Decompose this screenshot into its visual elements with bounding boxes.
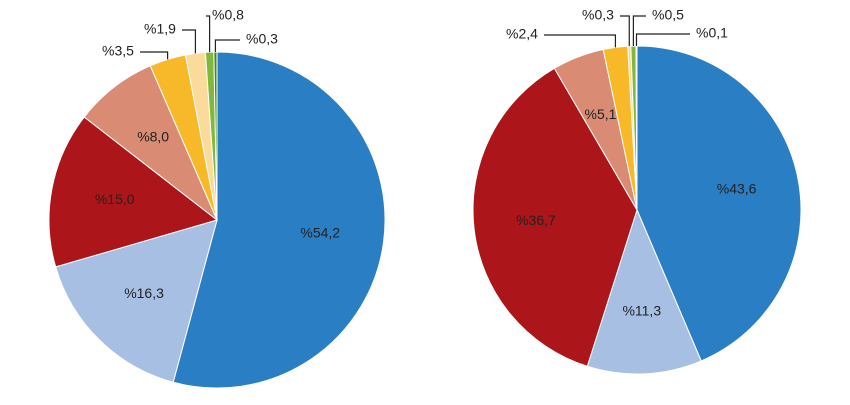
- leader-line: [214, 39, 240, 53]
- value-label: %15,0: [95, 191, 135, 207]
- value-label: %5,1: [585, 106, 617, 122]
- value-label: %2,4: [506, 26, 538, 42]
- leader-line: [182, 29, 197, 54]
- leader-line: [140, 51, 169, 60]
- leader-line: [544, 34, 617, 48]
- value-label: %43,6: [717, 180, 757, 196]
- leader-line: [632, 15, 646, 47]
- pie-slice: [636, 45, 802, 362]
- leader-line: [206, 15, 211, 53]
- leader-line: [620, 15, 630, 47]
- pie-slice: [472, 67, 638, 367]
- value-label: %11,3: [622, 302, 661, 318]
- value-label: %1,9: [144, 21, 176, 37]
- pie-slice: [48, 116, 219, 268]
- leader-line: [635, 33, 690, 47]
- value-label: %3,5: [102, 43, 134, 59]
- value-label: %0,3: [582, 7, 614, 23]
- pie-slice: [55, 219, 218, 383]
- value-label: %16,3: [124, 285, 164, 301]
- value-label: %36,7: [516, 212, 556, 228]
- value-label: %54,2: [300, 224, 340, 240]
- pie-slice: [172, 51, 386, 389]
- value-label: %0,8: [212, 7, 244, 23]
- value-label: %0,1: [696, 25, 728, 41]
- pie-slice: [586, 208, 702, 375]
- value-label: %0,3: [246, 31, 278, 47]
- value-label: %8,0: [137, 128, 169, 144]
- value-label: %0,5: [652, 7, 684, 23]
